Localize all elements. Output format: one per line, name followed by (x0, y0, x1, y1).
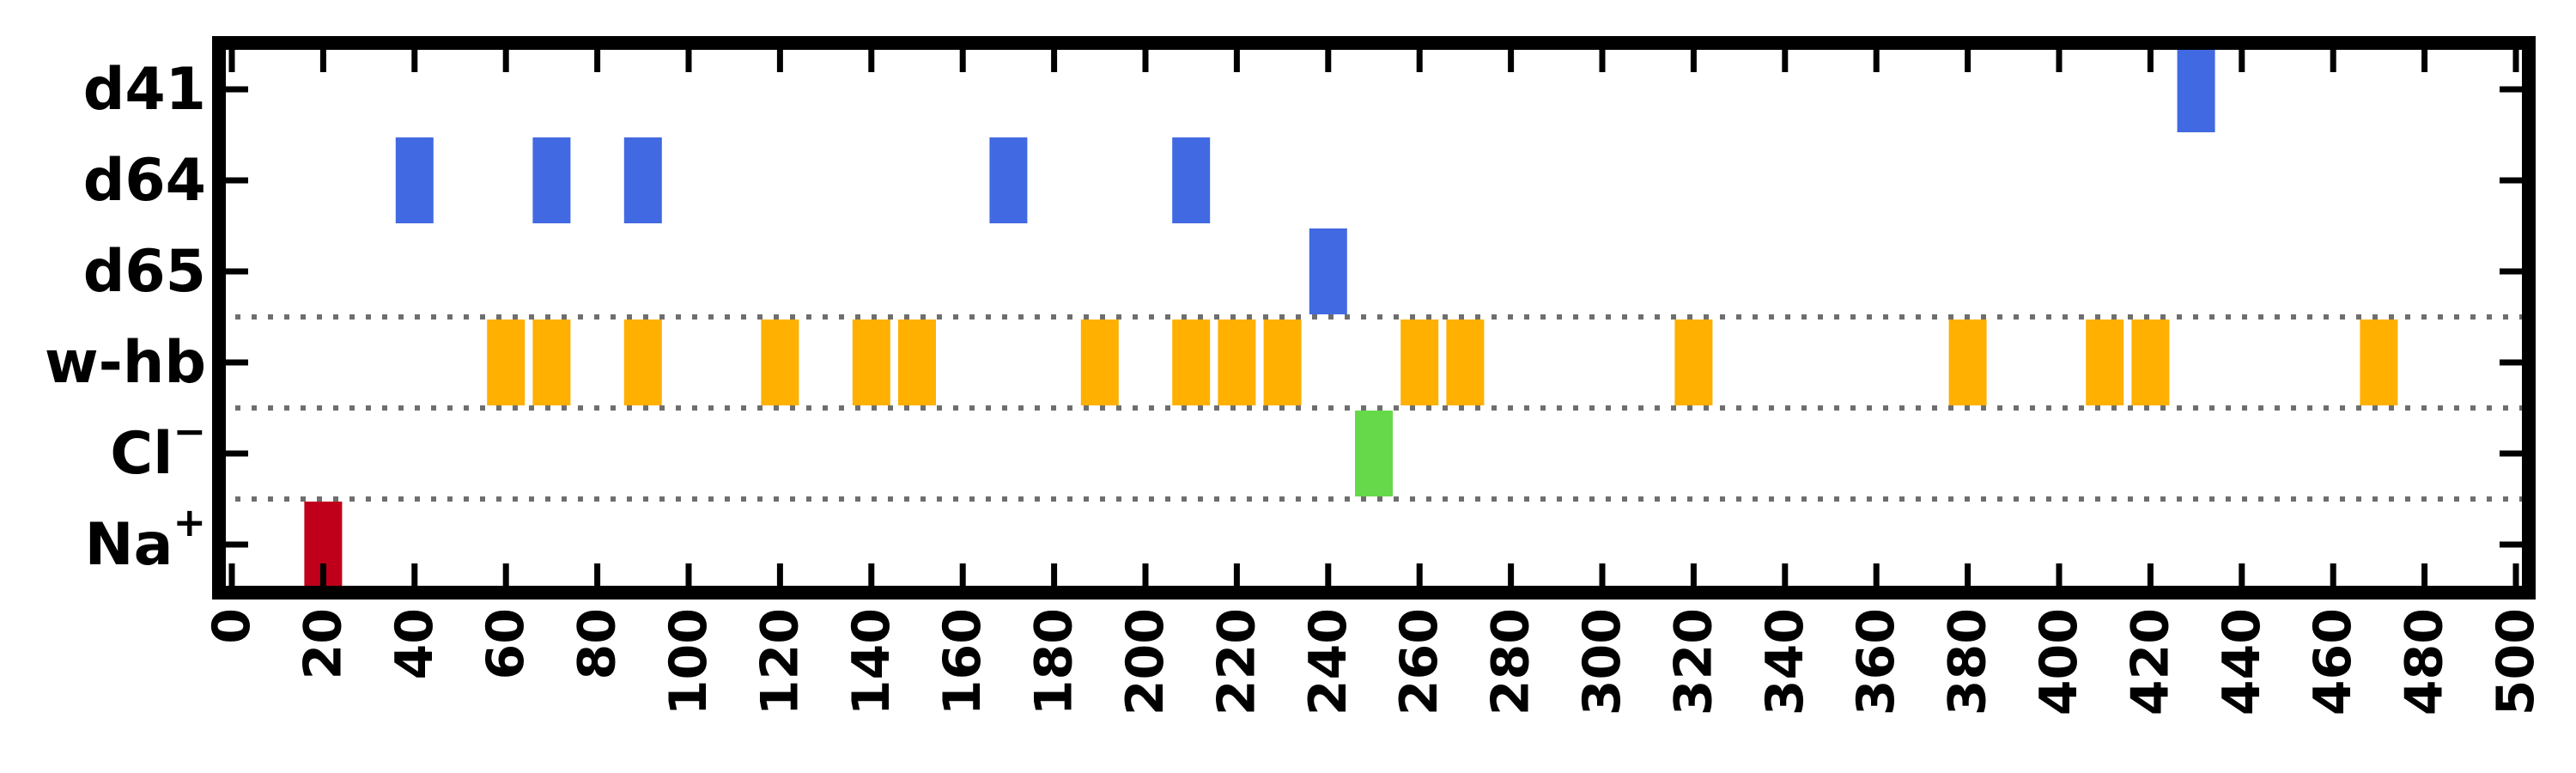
event-bar-d64 (989, 137, 1028, 223)
x-tick-label: 460 (2303, 608, 2363, 715)
event-bar-w-hb (1263, 320, 1302, 405)
event-bar-w-hb (898, 320, 936, 405)
x-tick-label: 140 (841, 608, 902, 715)
x-tick-label: 100 (659, 608, 719, 715)
event-bar-d64 (623, 137, 662, 223)
y-tick-label: d65 (83, 238, 206, 306)
x-tick-label: 40 (385, 608, 445, 680)
event-bar-w-hb (1080, 320, 1119, 405)
event-bar-cl (1355, 411, 1393, 496)
event-bars (304, 46, 2398, 587)
event-bar-w-hb (623, 320, 662, 405)
x-tick-label: 60 (476, 608, 536, 680)
y-tick-label: Cl− (110, 408, 206, 488)
y-tick-label: d41 (83, 56, 206, 124)
x-tick-label: 220 (1206, 608, 1267, 715)
event-bar-d65 (1309, 228, 1347, 314)
x-tick-label: 340 (1755, 608, 1815, 715)
x-tick-label: 400 (2029, 608, 2089, 715)
y-tick-label: w-hb (45, 329, 206, 397)
event-bar-w-hb (1948, 320, 1987, 405)
event-bar-w-hb (1446, 320, 1485, 405)
plot-frame (212, 36, 2536, 600)
x-tick-label: 0 (202, 608, 262, 644)
event-bar-w-hb (1400, 320, 1439, 405)
x-tick-label: 20 (293, 608, 353, 680)
x-tick-label: 300 (1572, 608, 1632, 715)
x-tick-label: 360 (1846, 608, 1906, 715)
y-tick-labels: d41 d64 d65 w-hb Cl− Na+ (45, 56, 206, 579)
event-bar-w-hb (2131, 320, 2170, 405)
x-tick-label: 180 (1024, 608, 1084, 715)
x-tick-label: 420 (2120, 608, 2180, 715)
x-tick-label: 500 (2486, 608, 2546, 715)
event-bar-w-hb (2360, 320, 2398, 405)
x-tick-label: 380 (1938, 608, 1998, 715)
event-bar-w-hb (487, 320, 526, 405)
event-bar-d64 (1172, 137, 1211, 223)
event-bar-d64 (532, 137, 571, 223)
y-tick-label: d64 (83, 147, 206, 215)
x-tick-label: 200 (1115, 608, 1176, 715)
x-tick-labels: 0 20 40 60 80 100 120 140 160 180 200 220 240 260 280 3… (202, 608, 2546, 715)
x-tick-label: 80 (568, 608, 628, 680)
event-bar-w-hb (852, 320, 890, 405)
x-tick-label: 440 (2212, 608, 2272, 715)
y-tick-label: Na+ (85, 499, 206, 579)
x-tick-label: 480 (2395, 608, 2455, 715)
x-tick-label: 320 (1663, 608, 1723, 715)
x-tick-label: 280 (1481, 608, 1541, 715)
event-bar-w-hb (1172, 320, 1211, 405)
x-tick-label: 260 (1389, 608, 1449, 715)
event-bar-w-hb (761, 320, 799, 405)
event-bar-d64 (395, 137, 434, 223)
event-bar-w-hb (2086, 320, 2124, 405)
event-bar-d41 (2177, 46, 2215, 132)
event-bar-w-hb (1674, 320, 1713, 405)
x-tick-label: 240 (1298, 608, 1358, 715)
event-bar-w-hb (1218, 320, 1256, 405)
x-tick-label: 120 (750, 608, 810, 715)
x-tick-label: 160 (933, 608, 993, 715)
event-bar-w-hb (532, 320, 571, 405)
